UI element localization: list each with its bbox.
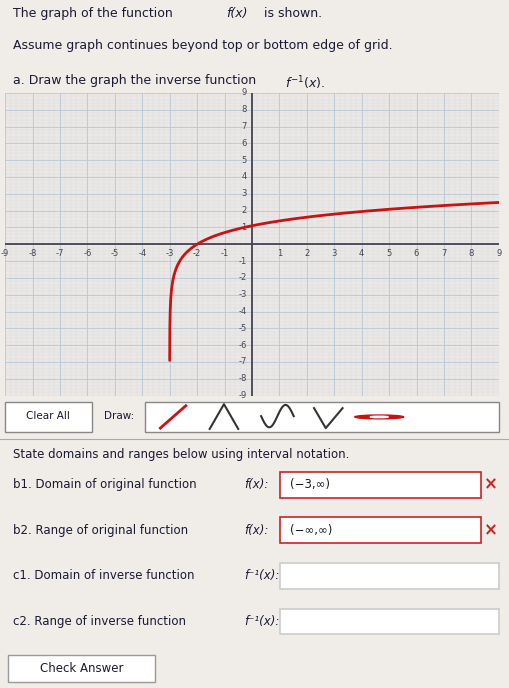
- Text: f⁻¹(x):: f⁻¹(x):: [244, 615, 279, 628]
- Text: 7: 7: [441, 249, 447, 258]
- Text: -8: -8: [29, 249, 37, 258]
- Text: -5: -5: [110, 249, 119, 258]
- Text: 9: 9: [241, 88, 246, 98]
- FancyBboxPatch shape: [5, 402, 92, 432]
- Text: 8: 8: [469, 249, 474, 258]
- FancyBboxPatch shape: [145, 402, 499, 432]
- FancyBboxPatch shape: [280, 563, 499, 589]
- Text: -3: -3: [238, 290, 246, 299]
- Text: b2. Range of original function f(x):: b2. Range of original function f(x):: [13, 524, 216, 537]
- Text: 1: 1: [277, 249, 282, 258]
- Circle shape: [370, 416, 388, 418]
- Text: -9: -9: [238, 391, 246, 400]
- Text: -6: -6: [83, 249, 92, 258]
- Circle shape: [355, 415, 404, 419]
- Text: The graph of the function: The graph of the function: [13, 8, 177, 21]
- Text: -2: -2: [193, 249, 201, 258]
- Text: ×: ×: [484, 476, 498, 494]
- Text: $f^{-1}(x).$: $f^{-1}(x).$: [285, 74, 325, 92]
- Text: f(x): f(x): [227, 8, 248, 21]
- Text: 3: 3: [331, 249, 337, 258]
- Text: -1: -1: [238, 257, 246, 266]
- Text: 4: 4: [241, 173, 246, 182]
- Text: State domains and ranges below using interval notation.: State domains and ranges below using int…: [13, 448, 349, 461]
- Text: 9: 9: [496, 249, 501, 258]
- Text: -1: -1: [220, 249, 229, 258]
- Text: -6: -6: [238, 341, 246, 350]
- Text: c2. Range of inverse function: c2. Range of inverse function: [13, 615, 189, 628]
- Text: -2: -2: [238, 273, 246, 282]
- Text: 6: 6: [241, 139, 246, 148]
- Text: 2: 2: [304, 249, 309, 258]
- FancyBboxPatch shape: [280, 517, 481, 544]
- Text: b1. Domain of original function: b1. Domain of original function: [13, 478, 200, 491]
- Text: f(x):: f(x):: [244, 524, 269, 537]
- Text: ×: ×: [484, 522, 498, 539]
- Text: (−3,∞): (−3,∞): [290, 478, 330, 491]
- Text: -4: -4: [138, 249, 147, 258]
- FancyBboxPatch shape: [280, 609, 499, 634]
- Text: 2: 2: [241, 206, 246, 215]
- FancyBboxPatch shape: [8, 655, 155, 682]
- Text: Clear All: Clear All: [26, 411, 70, 421]
- Text: c1. Domain of inverse function f⁻¹(x):: c1. Domain of inverse function f⁻¹(x):: [13, 570, 234, 583]
- Text: -4: -4: [238, 307, 246, 316]
- Text: Assume graph continues beyond top or bottom edge of grid.: Assume graph continues beyond top or bot…: [13, 39, 392, 52]
- Text: 5: 5: [386, 249, 392, 258]
- Text: -8: -8: [238, 374, 246, 383]
- Text: (−∞,∞): (−∞,∞): [290, 524, 332, 537]
- Text: -9: -9: [1, 249, 9, 258]
- Text: b2. Range of original function: b2. Range of original function: [13, 524, 191, 537]
- Text: b1. Domain of original function f(x):: b1. Domain of original function f(x):: [13, 478, 224, 491]
- Text: 8: 8: [241, 105, 246, 114]
- Text: 1: 1: [241, 223, 246, 232]
- Text: c2. Range of inverse function f⁻¹(x):: c2. Range of inverse function f⁻¹(x):: [13, 615, 225, 628]
- Text: -7: -7: [238, 358, 246, 367]
- Text: Check Answer: Check Answer: [40, 662, 123, 675]
- Text: 6: 6: [414, 249, 419, 258]
- Text: is shown.: is shown.: [260, 8, 322, 21]
- Text: -5: -5: [238, 324, 246, 333]
- Text: 5: 5: [241, 155, 246, 164]
- FancyBboxPatch shape: [280, 472, 481, 497]
- Text: a. Draw the graph the inverse function: a. Draw the graph the inverse function: [13, 74, 260, 87]
- Text: 4: 4: [359, 249, 364, 258]
- Text: -7: -7: [56, 249, 64, 258]
- Text: -3: -3: [165, 249, 174, 258]
- Text: Draw:: Draw:: [104, 411, 134, 421]
- Text: f(x):: f(x):: [244, 478, 269, 491]
- Text: f⁻¹(x):: f⁻¹(x):: [244, 570, 279, 583]
- Text: c1. Domain of inverse function: c1. Domain of inverse function: [13, 570, 198, 583]
- Text: 3: 3: [241, 189, 246, 198]
- Text: 7: 7: [241, 122, 246, 131]
